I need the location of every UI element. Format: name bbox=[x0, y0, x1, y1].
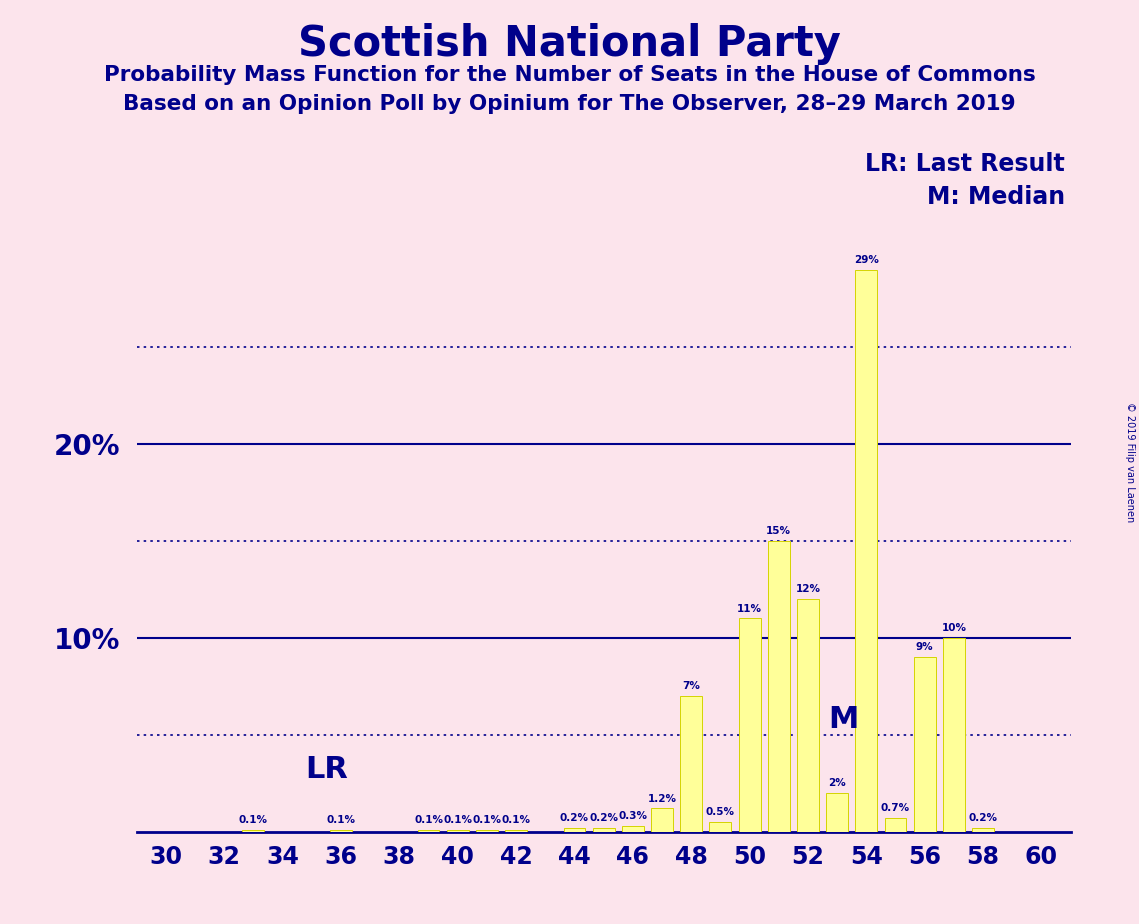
Bar bbox=[446, 830, 468, 832]
Text: 2%: 2% bbox=[828, 778, 846, 788]
Text: 11%: 11% bbox=[737, 603, 762, 614]
Text: 0.3%: 0.3% bbox=[618, 811, 647, 821]
Text: LR: Last Result: LR: Last Result bbox=[866, 152, 1065, 176]
Text: 0.7%: 0.7% bbox=[880, 803, 910, 813]
Text: 15%: 15% bbox=[767, 526, 792, 536]
Text: LR: LR bbox=[305, 755, 347, 784]
Bar bbox=[943, 638, 965, 832]
Text: 12%: 12% bbox=[795, 584, 820, 594]
Bar bbox=[330, 830, 352, 832]
Bar bbox=[243, 830, 264, 832]
Text: 0.2%: 0.2% bbox=[968, 813, 998, 823]
Text: 0.1%: 0.1% bbox=[239, 815, 268, 825]
Bar bbox=[913, 657, 935, 832]
Text: 0.1%: 0.1% bbox=[501, 815, 531, 825]
Text: 0.1%: 0.1% bbox=[415, 815, 443, 825]
Bar bbox=[885, 818, 907, 832]
Text: 9%: 9% bbox=[916, 642, 934, 652]
Bar bbox=[739, 618, 761, 832]
Bar bbox=[476, 830, 498, 832]
Bar bbox=[973, 828, 994, 832]
Bar bbox=[680, 696, 702, 832]
Text: 7%: 7% bbox=[682, 681, 700, 691]
Text: 0.5%: 0.5% bbox=[706, 807, 735, 817]
Bar bbox=[855, 270, 877, 832]
Bar bbox=[592, 828, 615, 832]
Bar bbox=[564, 828, 585, 832]
Bar bbox=[797, 599, 819, 832]
Text: 0.2%: 0.2% bbox=[560, 813, 589, 823]
Bar bbox=[418, 830, 440, 832]
Text: 10%: 10% bbox=[942, 623, 966, 633]
Text: Based on an Opinion Poll by Opinium for The Observer, 28–29 March 2019: Based on an Opinion Poll by Opinium for … bbox=[123, 94, 1016, 115]
Text: M: Median: M: Median bbox=[927, 185, 1065, 209]
Text: 0.2%: 0.2% bbox=[589, 813, 618, 823]
Bar bbox=[826, 793, 849, 832]
Text: Probability Mass Function for the Number of Seats in the House of Commons: Probability Mass Function for the Number… bbox=[104, 65, 1035, 85]
Text: 1.2%: 1.2% bbox=[648, 794, 677, 804]
Text: 0.1%: 0.1% bbox=[443, 815, 473, 825]
Bar bbox=[768, 541, 789, 832]
Text: 29%: 29% bbox=[854, 255, 879, 265]
Text: 0.1%: 0.1% bbox=[327, 815, 355, 825]
Text: 0.1%: 0.1% bbox=[473, 815, 501, 825]
Text: M: M bbox=[828, 705, 858, 734]
Bar bbox=[622, 826, 644, 832]
Bar bbox=[652, 808, 673, 832]
Bar bbox=[710, 822, 731, 832]
Bar bbox=[506, 830, 527, 832]
Text: © 2019 Filip van Laenen: © 2019 Filip van Laenen bbox=[1125, 402, 1134, 522]
Text: Scottish National Party: Scottish National Party bbox=[298, 23, 841, 65]
